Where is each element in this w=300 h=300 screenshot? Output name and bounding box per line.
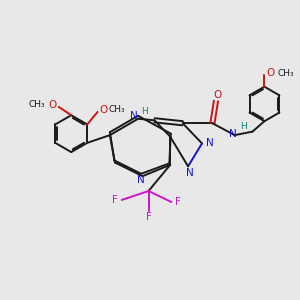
Text: H: H	[240, 122, 246, 131]
Text: O: O	[266, 68, 275, 78]
Text: F: F	[175, 197, 181, 207]
Text: O: O	[48, 100, 56, 110]
Text: F: F	[146, 212, 152, 223]
Text: O: O	[99, 105, 108, 115]
Text: N: N	[206, 139, 213, 148]
Text: CH₃: CH₃	[278, 68, 294, 77]
Text: O: O	[213, 90, 222, 100]
Text: N: N	[186, 168, 194, 178]
Text: N: N	[137, 175, 145, 185]
Text: CH₃: CH₃	[109, 105, 125, 114]
Text: N: N	[130, 111, 137, 121]
Text: N: N	[229, 129, 237, 139]
Text: H: H	[141, 107, 148, 116]
Text: F: F	[112, 195, 118, 205]
Text: CH₃: CH₃	[28, 100, 45, 109]
